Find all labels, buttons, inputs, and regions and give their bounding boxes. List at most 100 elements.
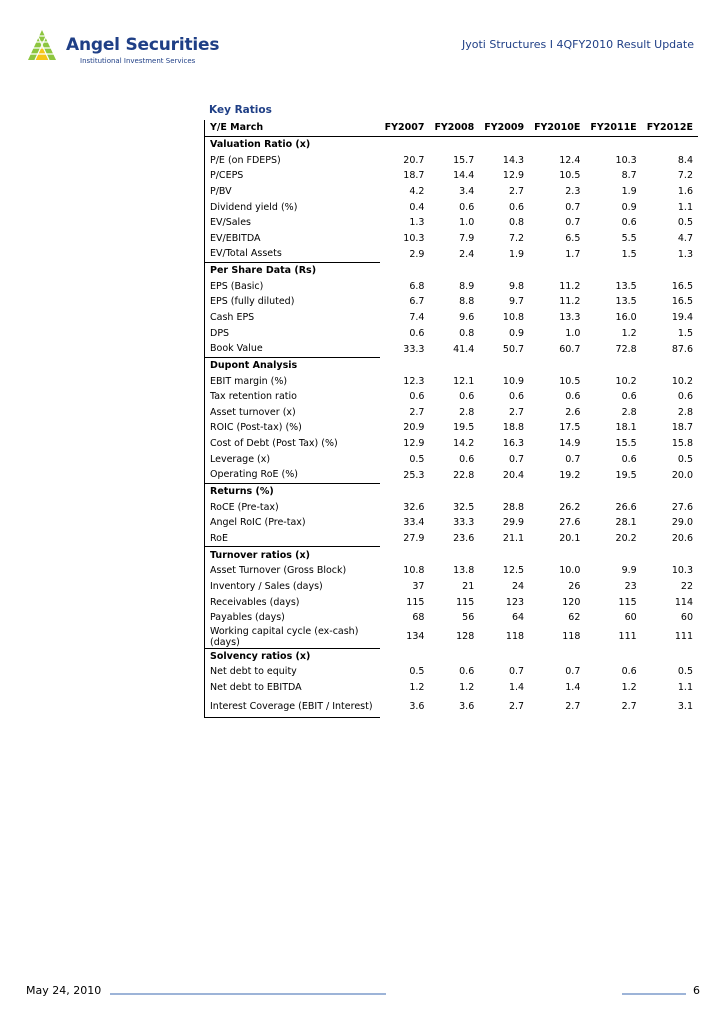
value-cell: 0.6	[409, 327, 425, 339]
value-cell: 20.6	[671, 533, 693, 545]
value-cell: 1.2	[621, 327, 637, 339]
table-row: Operating RoE (%) 25.3 22.8 20.4 19.2 19.5 20.…	[203, 467, 699, 484]
row-label: EV/Sales	[203, 214, 380, 231]
value-cell: 14.9	[559, 438, 581, 450]
row-label: Payables (days)	[203, 609, 380, 626]
report-title: Jyoti Structures I 4QFY2010 Result Updat…	[461, 38, 694, 51]
table-row: Asset turnover (x) 2.7 2.8 2.7 2.6 2.8 2.8	[203, 404, 699, 421]
value-cell: 9.7	[508, 296, 525, 308]
value-cell: 21	[462, 580, 475, 592]
value-cell: 37	[412, 580, 425, 592]
value-cell: 0.6	[409, 391, 425, 403]
table-row: Net debt to equity 0.5 0.6 0.7 0.7 0.6 0.5	[203, 664, 699, 680]
empty-cell	[585, 547, 641, 563]
value-cell: 1.5	[621, 248, 637, 260]
value-cell: 60	[680, 612, 693, 624]
table-row: Tax retention ratio 0.6 0.6 0.6 0.6 0.6 0.6	[203, 388, 699, 405]
column-header: FY2009	[479, 120, 530, 137]
row-label: P/E (on FDEPS)	[203, 152, 380, 168]
value-cell: 13.5	[615, 296, 637, 308]
value-cell: 0.6	[459, 201, 475, 213]
value-cell: 7.2	[508, 232, 525, 244]
value-cell: 24	[511, 580, 525, 592]
empty-cell	[429, 136, 479, 152]
value-cell: 0.4	[409, 201, 425, 213]
value-cell: 0.7	[565, 217, 581, 229]
pyramid-logo-icon	[28, 29, 56, 61]
value-cell: 2.8	[677, 406, 693, 418]
value-cell: 1.3	[409, 217, 425, 229]
value-cell: 14.2	[453, 438, 475, 450]
table-header-row: Y/E March FY2007 FY2008 FY2009 FY2010E FY2011…	[203, 120, 698, 137]
row-label: Receivables (days)	[203, 594, 380, 610]
row-label: Cost of Debt (Post Tax) (%)	[203, 435, 380, 452]
value-cell: 1.3	[677, 248, 693, 260]
empty-cell	[642, 262, 698, 278]
value-cell: 12.9	[502, 170, 525, 182]
value-cell: 0.7	[508, 666, 525, 678]
empty-cell	[585, 648, 641, 664]
value-cell: 0.5	[409, 453, 425, 465]
section-title: Key Ratios	[209, 104, 272, 116]
row-label: RoE	[203, 530, 380, 547]
table-row: Dividend yield (%) 0.4 0.6 0.6 0.7 0.9 1.1	[203, 199, 699, 215]
value-cell: 2.4	[459, 248, 475, 260]
row-label: Dividend yield (%)	[203, 199, 380, 215]
column-header: FY2008	[429, 120, 480, 137]
value-cell: 26	[568, 580, 581, 592]
value-cell: 18.7	[403, 170, 425, 182]
value-cell: 32.6	[403, 501, 425, 513]
value-cell: 1.6	[677, 185, 693, 197]
section-label: Returns (%)	[203, 482, 380, 500]
value-cell: 1.9	[621, 185, 637, 197]
empty-cell	[380, 483, 430, 499]
value-cell: 2.6	[565, 406, 581, 418]
value-cell: 19.2	[559, 469, 581, 481]
value-cell: 1.4	[565, 682, 581, 694]
value-cell: 2.7	[621, 701, 637, 713]
value-cell: 111	[618, 631, 637, 643]
page-number: 6	[693, 984, 700, 997]
empty-cell	[529, 357, 585, 373]
value-cell: 0.6	[621, 666, 637, 678]
table-row: Asset Turnover (Gross Block) 10.8 13.8 12.5…	[203, 562, 699, 579]
value-cell: 1.2	[409, 682, 425, 694]
value-cell: 134	[406, 631, 425, 643]
value-cell: 26.2	[559, 501, 581, 513]
value-cell: 11.2	[559, 296, 581, 308]
value-cell: 15.5	[615, 438, 637, 450]
value-cell: 120	[562, 596, 581, 608]
value-cell: 0.5	[409, 666, 425, 678]
row-label: RoCE (Pre-tax)	[203, 499, 380, 516]
section-row: Solvency ratios (x)	[203, 647, 699, 665]
value-cell: 0.6	[459, 453, 475, 465]
value-cell: 1.2	[621, 682, 637, 694]
value-cell: 111	[674, 631, 693, 643]
value-cell: 5.5	[621, 232, 637, 244]
value-cell: 16.5	[671, 280, 693, 292]
value-cell: 1.7	[565, 248, 581, 260]
value-cell: 16.3	[502, 438, 525, 450]
empty-cell	[380, 357, 430, 373]
table-row: Net debt to EBITDA 1.2 1.2 1.4 1.4 1.2 1.1	[203, 679, 699, 696]
row-label: Interest Coverage (EBIT / Interest)	[203, 695, 380, 719]
row-label: Leverage (x)	[203, 451, 380, 468]
column-header: FY2011E	[585, 120, 642, 137]
empty-cell	[479, 483, 529, 499]
value-cell: 3.6	[459, 701, 475, 713]
value-cell: 10.2	[671, 375, 693, 387]
empty-cell	[429, 483, 479, 499]
row-label: EPS (Basic)	[203, 278, 380, 295]
table-row: EBIT margin (%) 12.3 12.1 10.9 10.5 10.2 10.2	[203, 373, 699, 389]
value-cell: 28.1	[615, 517, 637, 529]
value-cell: 16.0	[615, 312, 637, 323]
value-cell: 22	[680, 580, 693, 592]
value-cell: 10.3	[671, 565, 693, 577]
value-cell: 12.9	[403, 438, 425, 450]
value-cell: 4.2	[409, 185, 425, 197]
row-label: EV/Total Assets	[203, 246, 380, 263]
value-cell: 1.0	[459, 217, 475, 229]
value-cell: 64	[511, 612, 525, 624]
value-cell: 11.2	[559, 280, 581, 292]
empty-cell	[642, 483, 698, 499]
